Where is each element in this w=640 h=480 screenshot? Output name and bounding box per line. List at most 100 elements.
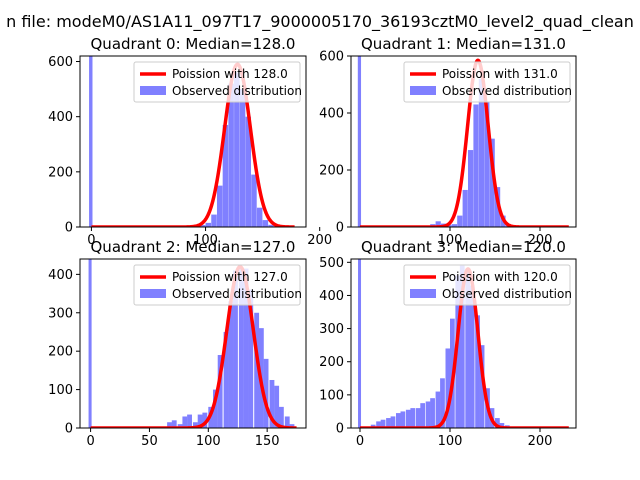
histogram-bar — [457, 215, 463, 227]
histogram-bar — [262, 220, 269, 227]
histogram-bar — [193, 422, 198, 428]
y-tick-label: 600 — [48, 55, 73, 70]
histogram-bar — [380, 419, 386, 428]
y-tick-label: 600 — [319, 50, 344, 65]
y-tick-label: 200 — [319, 355, 344, 370]
histogram-bar — [462, 189, 468, 227]
legend-hist-swatch — [140, 86, 166, 95]
histogram-bar — [396, 413, 401, 428]
histogram-bar-zero — [89, 56, 93, 227]
histogram-bar — [228, 301, 234, 428]
histogram-bar — [217, 355, 223, 428]
histogram-bar — [233, 270, 238, 428]
legend-fit-label: Poission with 128.0 — [172, 67, 288, 81]
histogram-bar — [243, 268, 249, 428]
y-tick-label: 100 — [48, 383, 73, 398]
histogram-bar — [213, 389, 218, 428]
x-tick-label: 100 — [438, 233, 463, 248]
legend-hist-swatch — [410, 289, 436, 298]
histogram-bar — [475, 315, 480, 428]
histogram-bar — [410, 408, 416, 428]
legend-hist-swatch — [410, 86, 436, 95]
legend-hist-swatch — [140, 289, 166, 298]
x-tick-label: 0 — [356, 434, 364, 449]
histogram-bar — [199, 225, 206, 227]
axes-frame — [350, 258, 577, 429]
x-tick-label: 50 — [141, 434, 158, 449]
legend-fit-label: Poission with 127.0 — [172, 270, 288, 284]
axes-frame — [350, 55, 577, 228]
histogram-bar — [238, 268, 244, 428]
legend-box — [403, 61, 571, 103]
y-tick-label: 0 — [336, 422, 344, 437]
histogram-bar — [256, 207, 263, 227]
y-tick-label: 400 — [319, 107, 344, 122]
histogram-bar — [263, 358, 269, 428]
y-tick-label: 0 — [65, 422, 73, 437]
histogram-bar — [479, 345, 485, 428]
histogram-bar — [223, 331, 229, 428]
histogram-bar — [239, 89, 246, 227]
histogram-bar — [473, 104, 479, 227]
legend-hist-label: Observed distribution — [172, 287, 302, 301]
histogram-bar — [167, 422, 172, 428]
histogram-bar — [182, 416, 188, 428]
x-tick-label: 0 — [87, 233, 95, 248]
histogram-bar — [400, 411, 406, 428]
histogram-bar — [202, 412, 208, 428]
histogram-bar — [465, 272, 471, 428]
histogram-bar — [440, 378, 445, 428]
x-tick-label: 100 — [196, 434, 221, 449]
histogram-bar-zero — [358, 259, 362, 428]
x-tick-label: 200 — [307, 233, 332, 248]
histogram-bar — [484, 101, 490, 227]
x-tick-label: 200 — [528, 434, 553, 449]
histogram-bar — [405, 409, 411, 428]
histogram-bar — [197, 414, 203, 428]
y-tick-label: 400 — [48, 110, 73, 125]
y-tick-label: 200 — [48, 345, 73, 360]
histogram-bar — [390, 416, 396, 428]
histogram-bar — [274, 385, 280, 428]
plot-area — [357, 56, 571, 227]
histogram-bar — [228, 83, 234, 227]
histogram-bar — [451, 224, 457, 227]
x-tick-label: 100 — [193, 233, 218, 248]
quadrant-0-panel: 0 100 200 0 200 400 600 Quadrant 0: Median=128.… — [48, 35, 332, 248]
histogram-bar — [499, 423, 505, 428]
quadrant-3-panel: 0 100 200 0 100 200 300 400 500 Quadrant 3: Media… — [319, 238, 577, 449]
legend-hist-label: Observed distribution — [442, 287, 572, 301]
histogram-bar — [268, 224, 274, 227]
histogram-bar-zero — [357, 56, 362, 227]
x-tick-label: 200 — [528, 233, 553, 248]
legend-fit-label: Poission with 120.0 — [442, 270, 558, 284]
histogram-bar — [251, 174, 257, 227]
y-tick-label: 400 — [48, 268, 73, 283]
histogram-bar — [469, 285, 475, 428]
histogram-bar — [216, 185, 223, 227]
histogram-bar — [420, 403, 426, 428]
panel-title: Quadrant 1: Median=131.0 — [361, 35, 566, 53]
x-tick-label: 150 — [255, 434, 280, 449]
plot-area — [89, 56, 296, 227]
histogram-bar — [248, 289, 254, 428]
histogram-bar — [284, 416, 290, 428]
histogram-bar — [430, 398, 435, 428]
axes-frame — [79, 258, 307, 429]
histogram-bar — [269, 379, 275, 428]
histogram-bar — [278, 406, 284, 428]
histogram-bar — [435, 221, 441, 227]
y-tick-label: 400 — [319, 289, 344, 304]
histogram-bar — [205, 222, 212, 227]
histogram-bar — [376, 421, 381, 428]
x-tick-label: 100 — [438, 434, 463, 449]
y-tick-label: 200 — [48, 165, 73, 180]
histogram-bar — [495, 418, 500, 428]
histogram-bar — [171, 420, 177, 428]
histogram-bar — [211, 214, 217, 227]
histogram-bar — [435, 391, 441, 428]
histogram-bar — [459, 265, 465, 428]
y-tick-label: 0 — [336, 221, 344, 236]
quadrant-1-panel: 100 200 0 200 400 600 Quadrant 1: Median=131.0… — [319, 35, 577, 248]
